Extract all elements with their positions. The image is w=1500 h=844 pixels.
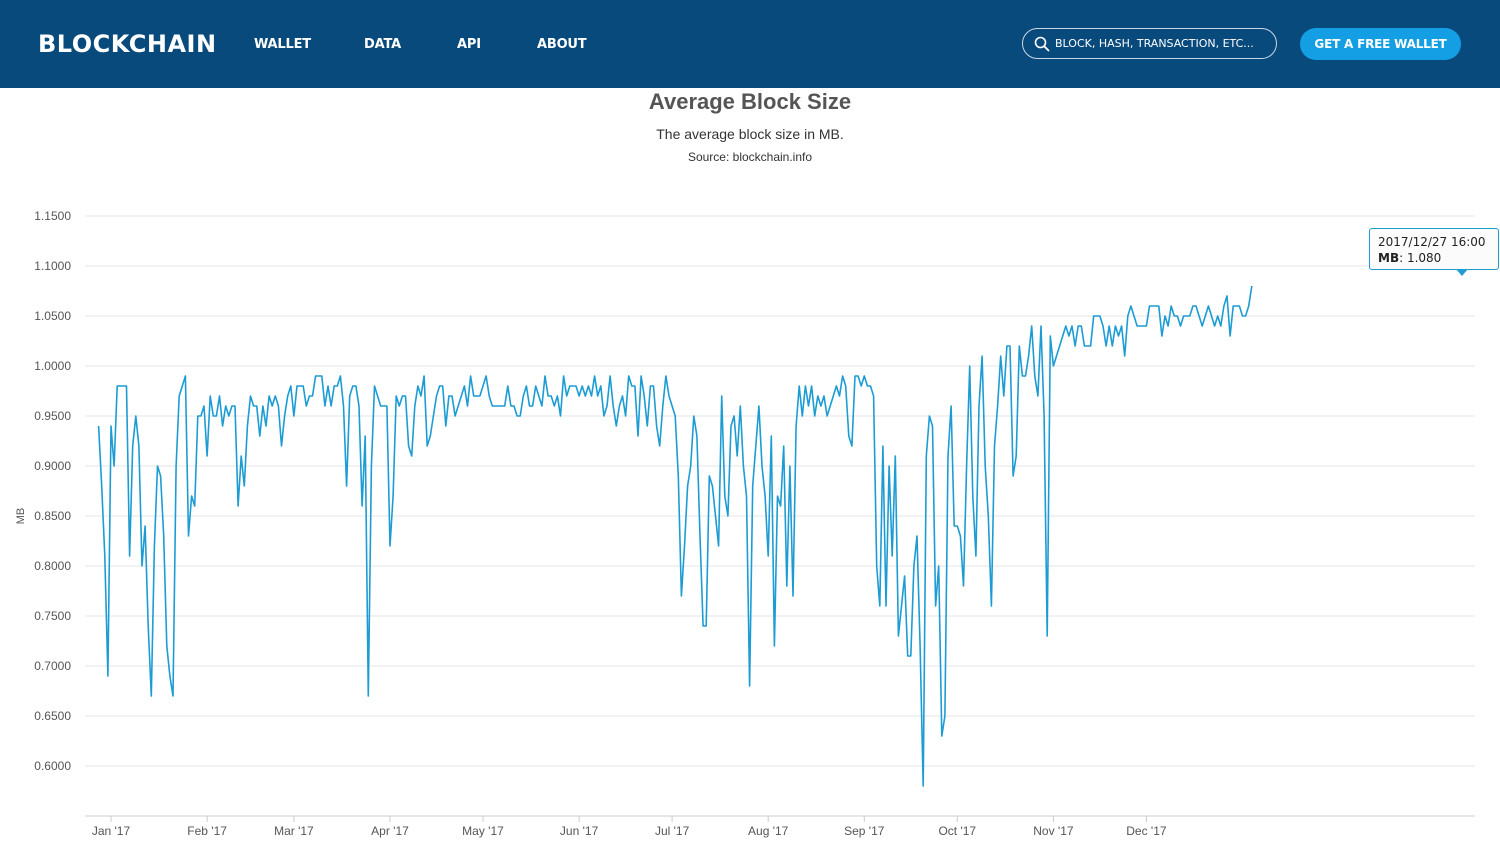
chart-title: Average Block Size bbox=[648, 89, 852, 114]
chart-subtitle: The average block size in MB. bbox=[656, 126, 844, 142]
x-tick-label-4: May '17 bbox=[462, 824, 504, 838]
y-tick-label-5: 0.8500 bbox=[34, 509, 71, 523]
y-axis-title: MB bbox=[15, 508, 27, 525]
y-tick-label-10: 1.1000 bbox=[34, 259, 71, 273]
x-tick-label-11: Dec '17 bbox=[1126, 824, 1167, 838]
top-navigation-bar: BLOCKCHAIN WALLET DATA API ABOUT GET A F… bbox=[0, 0, 1500, 88]
tooltip-value-row: MB: 1.080 bbox=[1378, 251, 1442, 265]
y-tick-label-0: 0.6000 bbox=[34, 759, 71, 773]
y-tick-label-11: 1.1500 bbox=[34, 209, 71, 223]
y-tick-label-6: 0.9000 bbox=[34, 459, 71, 473]
y-tick-label-4: 0.8000 bbox=[34, 559, 71, 573]
tooltip-series-name: MB bbox=[1378, 251, 1400, 265]
get-free-wallet-button[interactable]: GET A FREE WALLET bbox=[1300, 28, 1461, 60]
x-tick-label-2: Mar '17 bbox=[274, 824, 314, 838]
tooltip-value: 1.080 bbox=[1406, 251, 1442, 265]
x-tick-label-9: Oct '17 bbox=[938, 824, 976, 838]
nav-api[interactable]: API bbox=[457, 37, 481, 52]
x-tick-label-7: Aug '17 bbox=[748, 824, 789, 838]
y-tick-label-7: 0.9500 bbox=[34, 409, 71, 423]
nav-about[interactable]: ABOUT bbox=[537, 37, 587, 52]
tooltip-date: 2017/12/27 16:00 bbox=[1378, 235, 1486, 249]
chart-source: Source: blockchain.info bbox=[687, 150, 813, 164]
y-tick-label-9: 1.0500 bbox=[34, 309, 71, 323]
brand-logo[interactable]: BLOCKCHAIN bbox=[38, 30, 217, 58]
nav-data[interactable]: DATA bbox=[364, 37, 401, 52]
x-tick-label-3: Apr '17 bbox=[371, 824, 409, 838]
x-tick-label-0: Jan '17 bbox=[92, 824, 131, 838]
x-tick-label-10: Nov '17 bbox=[1033, 824, 1074, 838]
y-tick-label-2: 0.7000 bbox=[34, 659, 71, 673]
y-tick-label-3: 0.7500 bbox=[34, 609, 71, 623]
y-tick-label-1: 0.6500 bbox=[34, 709, 71, 723]
chart-tooltip: 2017/12/27 16:00 MB: 1.080 bbox=[1369, 228, 1499, 270]
x-tick-label-5: Jun '17 bbox=[560, 824, 599, 838]
search-input[interactable] bbox=[1055, 29, 1265, 58]
x-tick-label-6: Jul '17 bbox=[655, 824, 690, 838]
y-tick-label-8: 1.0000 bbox=[34, 359, 71, 373]
series-line-0 bbox=[97, 285, 1253, 787]
x-tick-label-1: Feb '17 bbox=[187, 824, 227, 838]
search-box[interactable] bbox=[1022, 28, 1277, 59]
tooltip-arrow bbox=[1456, 269, 1468, 276]
x-tick-label-8: Sep '17 bbox=[844, 824, 885, 838]
nav-wallet[interactable]: WALLET bbox=[254, 37, 311, 52]
search-icon bbox=[1034, 36, 1050, 52]
